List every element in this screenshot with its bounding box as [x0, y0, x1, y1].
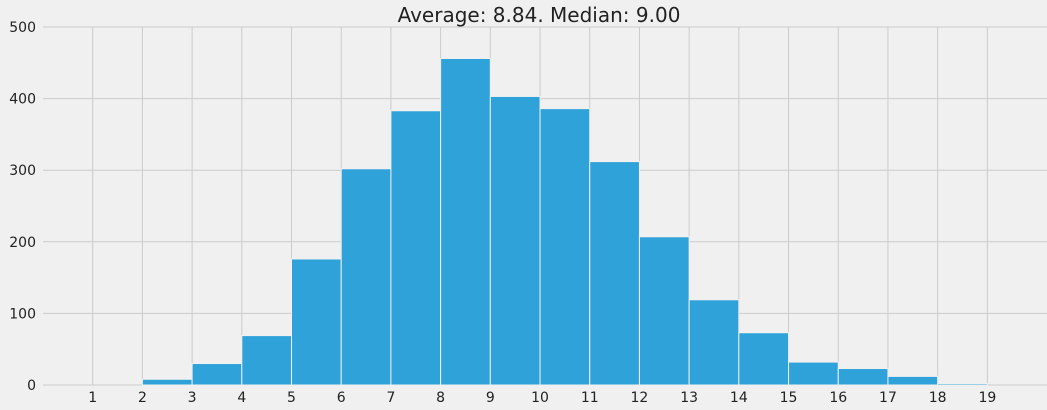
- y-tick-label: 300: [9, 163, 36, 179]
- histogram-bar: [241, 335, 293, 386]
- histogram-bar: [688, 299, 740, 386]
- x-tick-label: 2: [138, 390, 147, 406]
- histogram-bar: [440, 58, 491, 386]
- x-tick-label: 12: [631, 390, 649, 406]
- chart-title: Average: 8.84. Median: 9.00: [398, 3, 681, 27]
- x-tick-label: 9: [486, 390, 495, 406]
- histogram-bar: [291, 258, 342, 386]
- x-axis-ticks: 1 2 3 4 5 6 7 8 9 10 11 12 13 14 15 16 17 18 19: [88, 390, 996, 406]
- x-tick-label: 4: [237, 390, 246, 406]
- y-tick-label: 0: [27, 378, 36, 394]
- histogram-bar: [390, 110, 442, 386]
- x-tick-label: 1: [88, 390, 97, 406]
- x-tick-label: 16: [829, 390, 847, 406]
- y-tick-label: 200: [9, 235, 36, 251]
- histogram-bar: [141, 378, 193, 386]
- x-tick-label: 5: [287, 390, 296, 406]
- x-tick-label: 7: [386, 390, 395, 406]
- y-tick-label: 100: [9, 306, 36, 322]
- histogram-bar: [788, 361, 839, 386]
- x-tick-label: 17: [879, 390, 897, 406]
- x-tick-label: 15: [780, 390, 798, 406]
- histogram-bar: [489, 95, 541, 386]
- histogram-bar: [191, 363, 243, 386]
- x-tick-label: 19: [978, 390, 996, 406]
- histogram-bar: [937, 383, 988, 386]
- y-axis-ticks: 0 100 200 300 400 500: [9, 20, 36, 394]
- x-tick-label: 18: [929, 390, 947, 406]
- y-tick-label: 500: [9, 20, 36, 36]
- histogram-bar: [340, 168, 392, 386]
- x-tick-label: 13: [680, 390, 698, 406]
- histogram-bar: [638, 236, 690, 386]
- histogram-bars: [141, 58, 988, 386]
- y-tick-label: 400: [9, 92, 36, 108]
- x-tick-label: 10: [531, 390, 549, 406]
- x-tick-label: 8: [436, 390, 445, 406]
- x-tick-label: 6: [337, 390, 346, 406]
- histogram-bar: [837, 368, 889, 386]
- histogram-bar: [738, 332, 790, 386]
- histogram-bar: [887, 375, 939, 386]
- x-tick-label: 11: [581, 390, 599, 406]
- x-tick-label: 14: [730, 390, 748, 406]
- histogram-bar: [539, 108, 591, 386]
- histogram-bar: [589, 161, 640, 386]
- x-tick-label: 3: [188, 390, 197, 406]
